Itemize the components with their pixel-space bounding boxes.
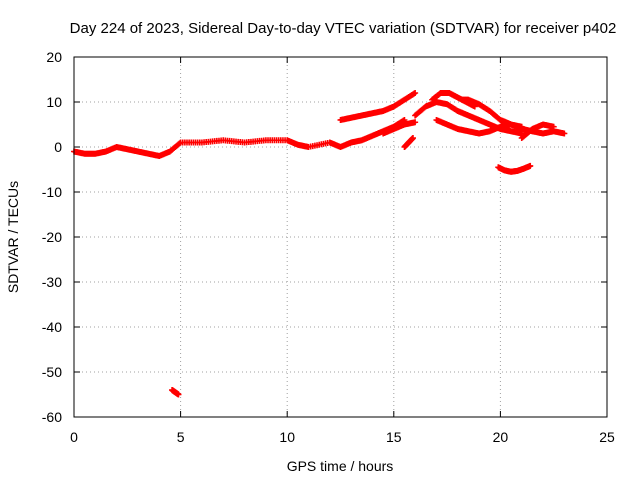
chart-title: Day 224 of 2023, Sidereal Day-to-day VTE…: [70, 20, 617, 37]
series-base-trace: [71, 117, 408, 159]
y-tick-label: -10: [42, 184, 62, 200]
data-point: [550, 123, 557, 130]
data-point: [175, 391, 182, 398]
data-point: [527, 162, 534, 169]
y-tick-label: 20: [46, 49, 62, 65]
series-upper-arc: [337, 90, 419, 123]
series-mid-arc: [380, 119, 419, 137]
data-point: [561, 130, 568, 137]
y-tick-label: -50: [42, 364, 62, 380]
series-tail-arc-c: [497, 117, 568, 137]
y-tick-label: 10: [46, 94, 62, 110]
axis-ticks: 0 5 10 15 20 25 -60 -50 -40 -30 -20 -10 0 10 20: [42, 49, 615, 445]
y-tick-label: -40: [42, 319, 62, 335]
plot-frame: [73, 56, 608, 418]
data-points: [71, 90, 568, 398]
y-tick-label: -20: [42, 229, 62, 245]
x-tick-label: 5: [177, 429, 185, 445]
x-tick-label: 10: [279, 429, 295, 445]
y-axis-label: SDTVAR / TECUs: [5, 181, 21, 293]
y-tick-label: -60: [42, 409, 62, 425]
x-tick-label: 0: [70, 429, 78, 445]
series-outlier: [169, 387, 182, 398]
grid: [74, 57, 607, 417]
series-peak-arc-b: [429, 90, 478, 110]
x-tick-label: 25: [599, 429, 615, 445]
data-point: [412, 90, 419, 96]
data-point: [176, 140, 183, 147]
x-axis-label: GPS time / hours: [287, 458, 394, 474]
y-tick-label: 0: [54, 139, 62, 155]
y-tick-label: -30: [42, 274, 62, 290]
series-negative-arc: [495, 162, 534, 175]
series-tail-arc-d: [518, 121, 557, 141]
x-tick-label: 15: [386, 429, 402, 445]
data-point: [409, 135, 416, 141]
series-dip-arc: [401, 135, 416, 150]
data-point: [412, 119, 419, 126]
x-tick-label: 20: [493, 429, 509, 445]
